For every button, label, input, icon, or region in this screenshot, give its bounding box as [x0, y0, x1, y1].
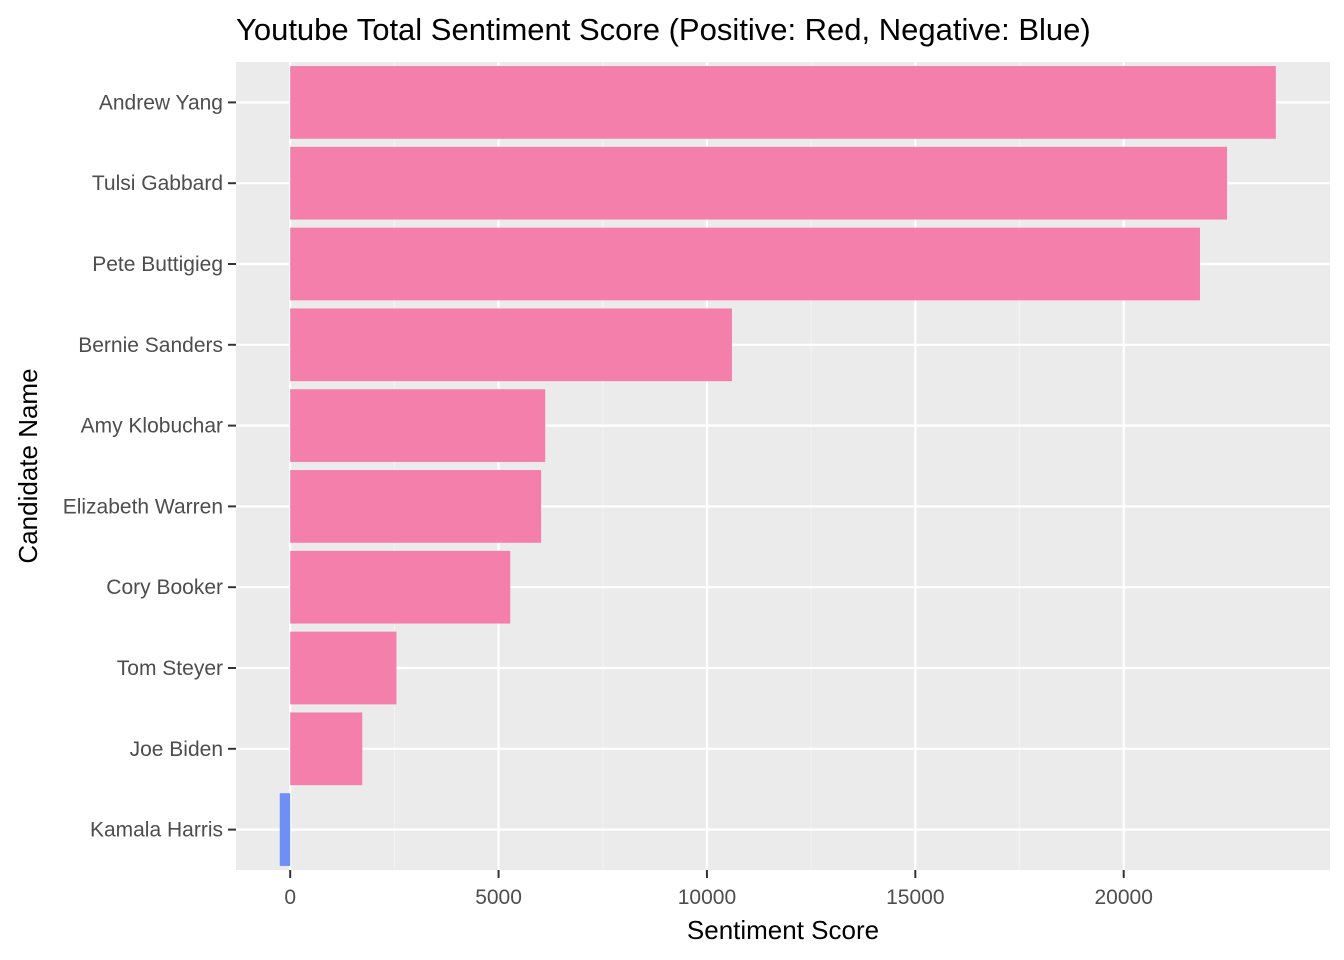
y-tick-label: Kamala Harris — [90, 819, 223, 842]
y-tick-label: Elizabeth Warren — [63, 495, 223, 518]
y-tick-label: Andrew Yang — [99, 91, 223, 114]
chart-title: Youtube Total Sentiment Score (Positive:… — [236, 12, 1091, 47]
y-tick-label: Joe Biden — [130, 738, 223, 761]
y-tick-label: Tulsi Gabbard — [92, 172, 223, 195]
y-tick-label: Amy Klobuchar — [81, 415, 223, 438]
x-axis-title: Sentiment Score — [687, 915, 879, 945]
y-tick-label: Pete Buttigieg — [92, 253, 223, 276]
bar-pete-buttigieg — [290, 227, 1200, 301]
bar-kamala-harris — [279, 793, 291, 866]
x-tick-label: 20000 — [1094, 886, 1152, 909]
y-tick-label: Cory Booker — [106, 576, 223, 599]
bar-cory-booker — [290, 550, 511, 624]
y-axis-title: Candidate Name — [13, 368, 43, 563]
x-axis: 0 5000 10000 15000 20000 — [284, 870, 1153, 909]
bar-tom-steyer — [290, 631, 397, 705]
bar-elizabeth-warren — [290, 470, 542, 543]
bar-tulsi-gabbard — [290, 146, 1228, 220]
x-tick-label: 15000 — [886, 886, 944, 909]
x-tick-label: 0 — [284, 886, 296, 909]
x-tick-label: 10000 — [678, 886, 736, 909]
x-tick-label: 5000 — [475, 886, 522, 909]
y-axis: Andrew Yang Tulsi Gabbard Pete Buttigieg Be… — [63, 91, 236, 842]
bar-bernie-sanders — [290, 308, 732, 382]
bars — [279, 66, 1276, 866]
bar-andrew-yang — [290, 66, 1276, 139]
y-tick-label: Tom Steyer — [117, 657, 223, 680]
bar-amy-klobuchar — [290, 389, 546, 462]
bar-joe-biden — [290, 712, 363, 786]
y-tick-label: Bernie Sanders — [78, 334, 223, 357]
